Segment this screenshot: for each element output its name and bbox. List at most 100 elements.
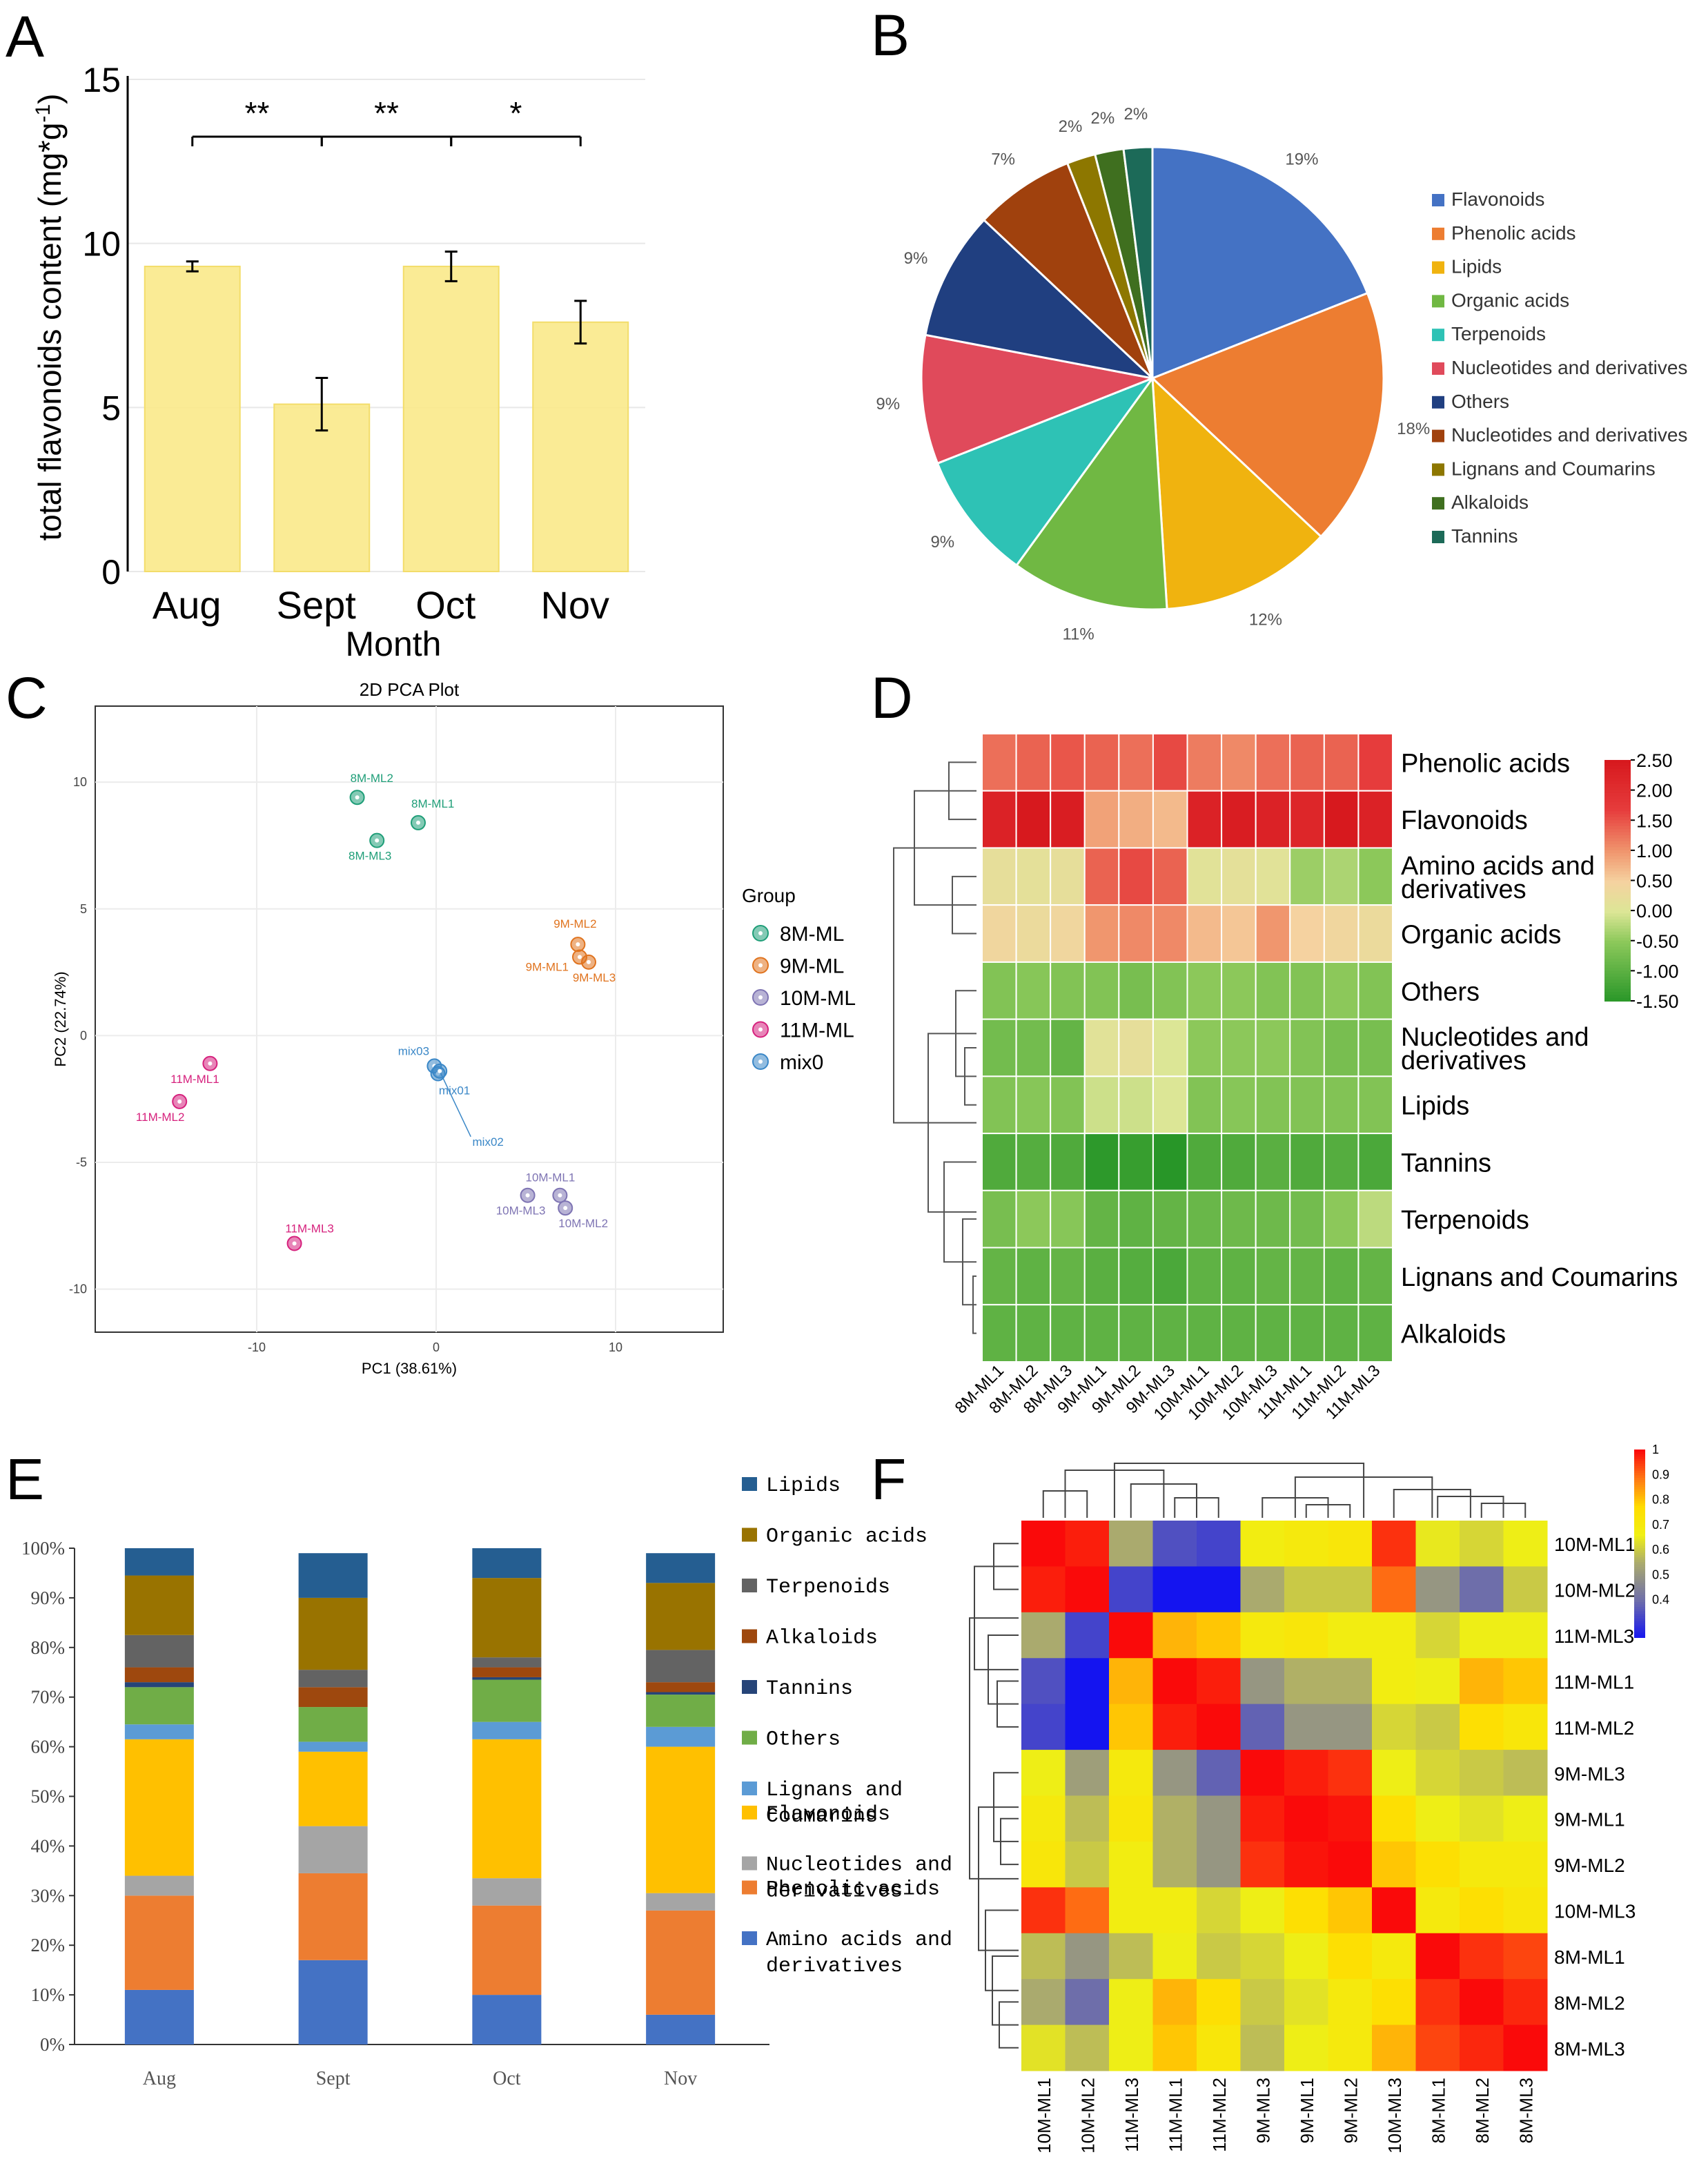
heatmap-cell bbox=[981, 1304, 1017, 1363]
heatmap-cell bbox=[1109, 1612, 1153, 1659]
y-tick-label: 80% bbox=[31, 1637, 66, 1658]
column-label: 9M-ML3 bbox=[1253, 2078, 1273, 2143]
colorbar-segment bbox=[1634, 1534, 1645, 1537]
point-label: 8M-ML3 bbox=[349, 850, 391, 863]
heatmap-cell bbox=[1021, 1566, 1066, 1613]
heatmap-cell bbox=[1186, 1018, 1223, 1077]
heatmap-cell bbox=[1021, 1795, 1066, 1842]
colorbar-tick-label: -1.50 bbox=[1636, 991, 1679, 1012]
heatmap-cell bbox=[1221, 904, 1257, 963]
colorbar-segment bbox=[1604, 901, 1631, 906]
colorbar-segment bbox=[1634, 1485, 1645, 1488]
legend-label: Others bbox=[766, 1728, 841, 1752]
y-tick-label: -10 bbox=[69, 1282, 87, 1296]
pie-slice-label: 7% bbox=[991, 150, 1015, 169]
x-tick-label: Nov bbox=[664, 2068, 697, 2089]
colorbar-segment bbox=[1604, 808, 1631, 812]
colorbar-segment bbox=[1604, 792, 1631, 797]
colorbar-segment bbox=[1634, 1562, 1645, 1565]
bar-segment bbox=[124, 1895, 194, 1990]
heatmap-cell bbox=[1186, 790, 1223, 849]
colorbar-segment bbox=[1634, 1482, 1645, 1485]
point-label: 11M-ML1 bbox=[170, 1073, 219, 1086]
colorbar-segment bbox=[1604, 871, 1631, 875]
colorbar-segment bbox=[1604, 796, 1631, 800]
heatmap-cell bbox=[1050, 790, 1086, 849]
panel-label-b: B bbox=[871, 3, 910, 68]
point-label: 9M-ML1 bbox=[526, 961, 569, 974]
bar-segment bbox=[472, 1878, 542, 1906]
column-label: 9M-ML1 bbox=[1297, 2078, 1317, 2143]
bar-segment bbox=[124, 1575, 194, 1635]
colorbar-segment bbox=[1634, 1588, 1645, 1591]
heatmap-cell bbox=[981, 790, 1017, 849]
colorbar-segment bbox=[1604, 769, 1631, 773]
colorbar-segment bbox=[1604, 838, 1631, 842]
x-axis-title: PC1 (38.61%) bbox=[362, 1360, 457, 1377]
legend-swatch bbox=[1432, 295, 1444, 308]
heatmap-cell bbox=[1240, 2024, 1285, 2071]
panel-f-correlation-heatmap: 10M-ML1 10M-ML2 11M-ML3 11M-ML1 11M-ML2 9M-ML… bbox=[969, 1443, 1669, 2154]
legend-swatch bbox=[742, 1806, 757, 1819]
heatmap-cell bbox=[1197, 1566, 1241, 1613]
heatmap-cell bbox=[1372, 1612, 1416, 1659]
bar-segment bbox=[646, 1910, 716, 2015]
colorbar-segment bbox=[1634, 1487, 1645, 1490]
bar-segment bbox=[472, 1721, 542, 1739]
heatmap-cell bbox=[1050, 1247, 1086, 1306]
bar-segment bbox=[646, 1583, 716, 1650]
heatmap-cell bbox=[1240, 1795, 1285, 1842]
colorbar-segment bbox=[1634, 1559, 1645, 1563]
row-label: 8M-ML1 bbox=[1554, 1946, 1625, 1968]
legend-marker-core bbox=[758, 1060, 763, 1064]
bar-segment bbox=[298, 1553, 368, 1598]
heatmap-cell bbox=[1015, 961, 1052, 1020]
heatmap-cell bbox=[1415, 1658, 1460, 1705]
heatmap-cell bbox=[1118, 847, 1154, 906]
bar-segment bbox=[124, 1687, 194, 1725]
point-label: 10M-ML1 bbox=[525, 1171, 575, 1184]
colorbar-segment bbox=[1604, 986, 1631, 990]
colorbar-segment bbox=[1604, 862, 1631, 866]
heatmap-cell bbox=[1197, 1612, 1241, 1659]
heatmap-cell bbox=[1323, 961, 1359, 1020]
heatmap-cell bbox=[1197, 1658, 1241, 1705]
colorbar-segment bbox=[1604, 928, 1631, 933]
heatmap-cell bbox=[1240, 1612, 1285, 1659]
colorbar-segment bbox=[1604, 953, 1631, 957]
colorbar-segment bbox=[1604, 919, 1631, 924]
heatmap-cell bbox=[1152, 1841, 1197, 1888]
legend-label: Alkaloids bbox=[1451, 491, 1529, 513]
heatmap-cell bbox=[1460, 1841, 1504, 1888]
colorbar-segment bbox=[1634, 1569, 1645, 1572]
heatmap-cell bbox=[1460, 2024, 1504, 2071]
bar-segment bbox=[124, 1667, 194, 1683]
colorbar-segment bbox=[1604, 883, 1631, 888]
colorbar-segment bbox=[1604, 877, 1631, 881]
colorbar-segment bbox=[1634, 1492, 1645, 1495]
heatmap-cell bbox=[1328, 1704, 1373, 1750]
heatmap-cell bbox=[1240, 1750, 1285, 1796]
heatmap-cell bbox=[1289, 1304, 1325, 1363]
colorbar-segment bbox=[1604, 931, 1631, 936]
pie-slice-label: 9% bbox=[930, 533, 954, 552]
colorbar-segment bbox=[1634, 1512, 1645, 1516]
heatmap-cell bbox=[1289, 1133, 1325, 1191]
panel-label-f: F bbox=[871, 1447, 906, 1512]
y-tick-label: 70% bbox=[31, 1687, 66, 1708]
legend-swatch bbox=[1432, 227, 1444, 240]
colorbar-segment bbox=[1634, 1567, 1645, 1570]
pie-slice bbox=[982, 162, 1154, 380]
heatmap-cell bbox=[1109, 1795, 1153, 1842]
heatmap-cell bbox=[1328, 1979, 1373, 2026]
heatmap-cell bbox=[1415, 1841, 1460, 1888]
pie-slice-label: 9% bbox=[876, 395, 900, 413]
heatmap-cell bbox=[1357, 904, 1393, 963]
panel-label-d: D bbox=[871, 665, 913, 730]
heatmap-cell bbox=[1186, 1189, 1223, 1249]
bar-segment bbox=[472, 1739, 542, 1879]
heatmap-cell bbox=[1460, 1933, 1504, 1980]
bar-segment bbox=[124, 1989, 194, 2044]
colorbar-segment bbox=[1634, 1557, 1645, 1561]
point-label: 9M-ML3 bbox=[573, 971, 616, 984]
